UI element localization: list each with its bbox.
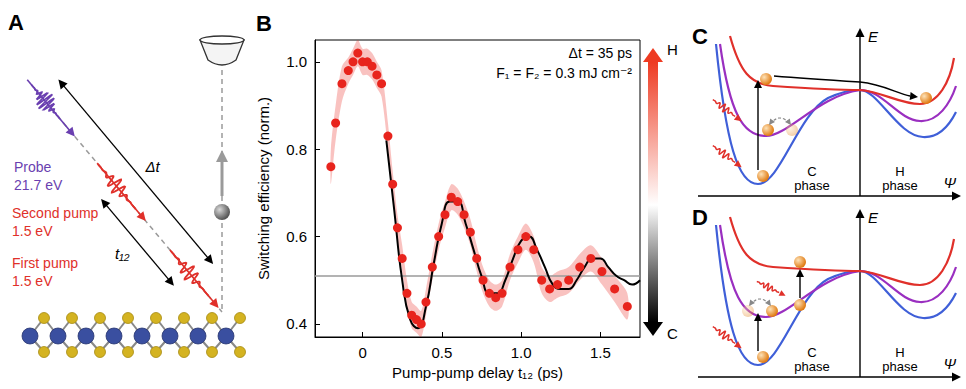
svg-text:t₁₂: t₁₂ [115,245,130,262]
svg-text:C: C [667,325,678,342]
svg-text:C: C [692,24,708,49]
svg-text:1.5: 1.5 [590,344,611,361]
svg-text:Second pump: Second pump [12,205,99,221]
svg-text:Ψ: Ψ [944,355,957,372]
svg-text:1.0: 1.0 [286,53,307,70]
svg-text:Pump-pump delay t₁₂ (ps): Pump-pump delay t₁₂ (ps) [392,364,563,381]
svg-text:0.8: 0.8 [286,141,307,158]
svg-text:Cphase: Cphase [794,164,829,193]
svg-text:1.5 eV: 1.5 eV [12,223,53,239]
svg-text:0.5: 0.5 [431,344,452,361]
svg-text:0: 0 [358,344,366,361]
svg-text:Cphase: Cphase [794,345,829,374]
svg-text:0.6: 0.6 [286,228,307,245]
svg-text:Probe: Probe [14,159,52,175]
svg-text:Δt = 35 ps: Δt = 35 ps [569,45,632,61]
svg-text:21.7 eV: 21.7 eV [14,177,63,193]
svg-text:Ψ: Ψ [944,174,957,191]
svg-text:1.5 eV: 1.5 eV [12,273,53,289]
svg-text:First pump: First pump [12,255,78,271]
svg-text:E: E [868,28,879,45]
svg-text:E: E [868,209,879,226]
svg-text:D: D [692,205,708,230]
svg-text:Hphase: Hphase [882,345,917,374]
svg-text:A: A [8,10,24,35]
svg-text:H: H [667,41,678,58]
svg-text:Hphase: Hphase [882,164,917,193]
svg-text:B: B [256,11,272,36]
svg-text:Δt: Δt [144,158,160,175]
svg-text:F₁ = F₂ = 0.3 mJ cm⁻²: F₁ = F₂ = 0.3 mJ cm⁻² [496,65,632,81]
svg-text:0.4: 0.4 [286,315,307,332]
svg-text:1.0: 1.0 [511,344,532,361]
svg-text:Switching efficiency (norm.): Switching efficiency (norm.) [255,97,272,280]
